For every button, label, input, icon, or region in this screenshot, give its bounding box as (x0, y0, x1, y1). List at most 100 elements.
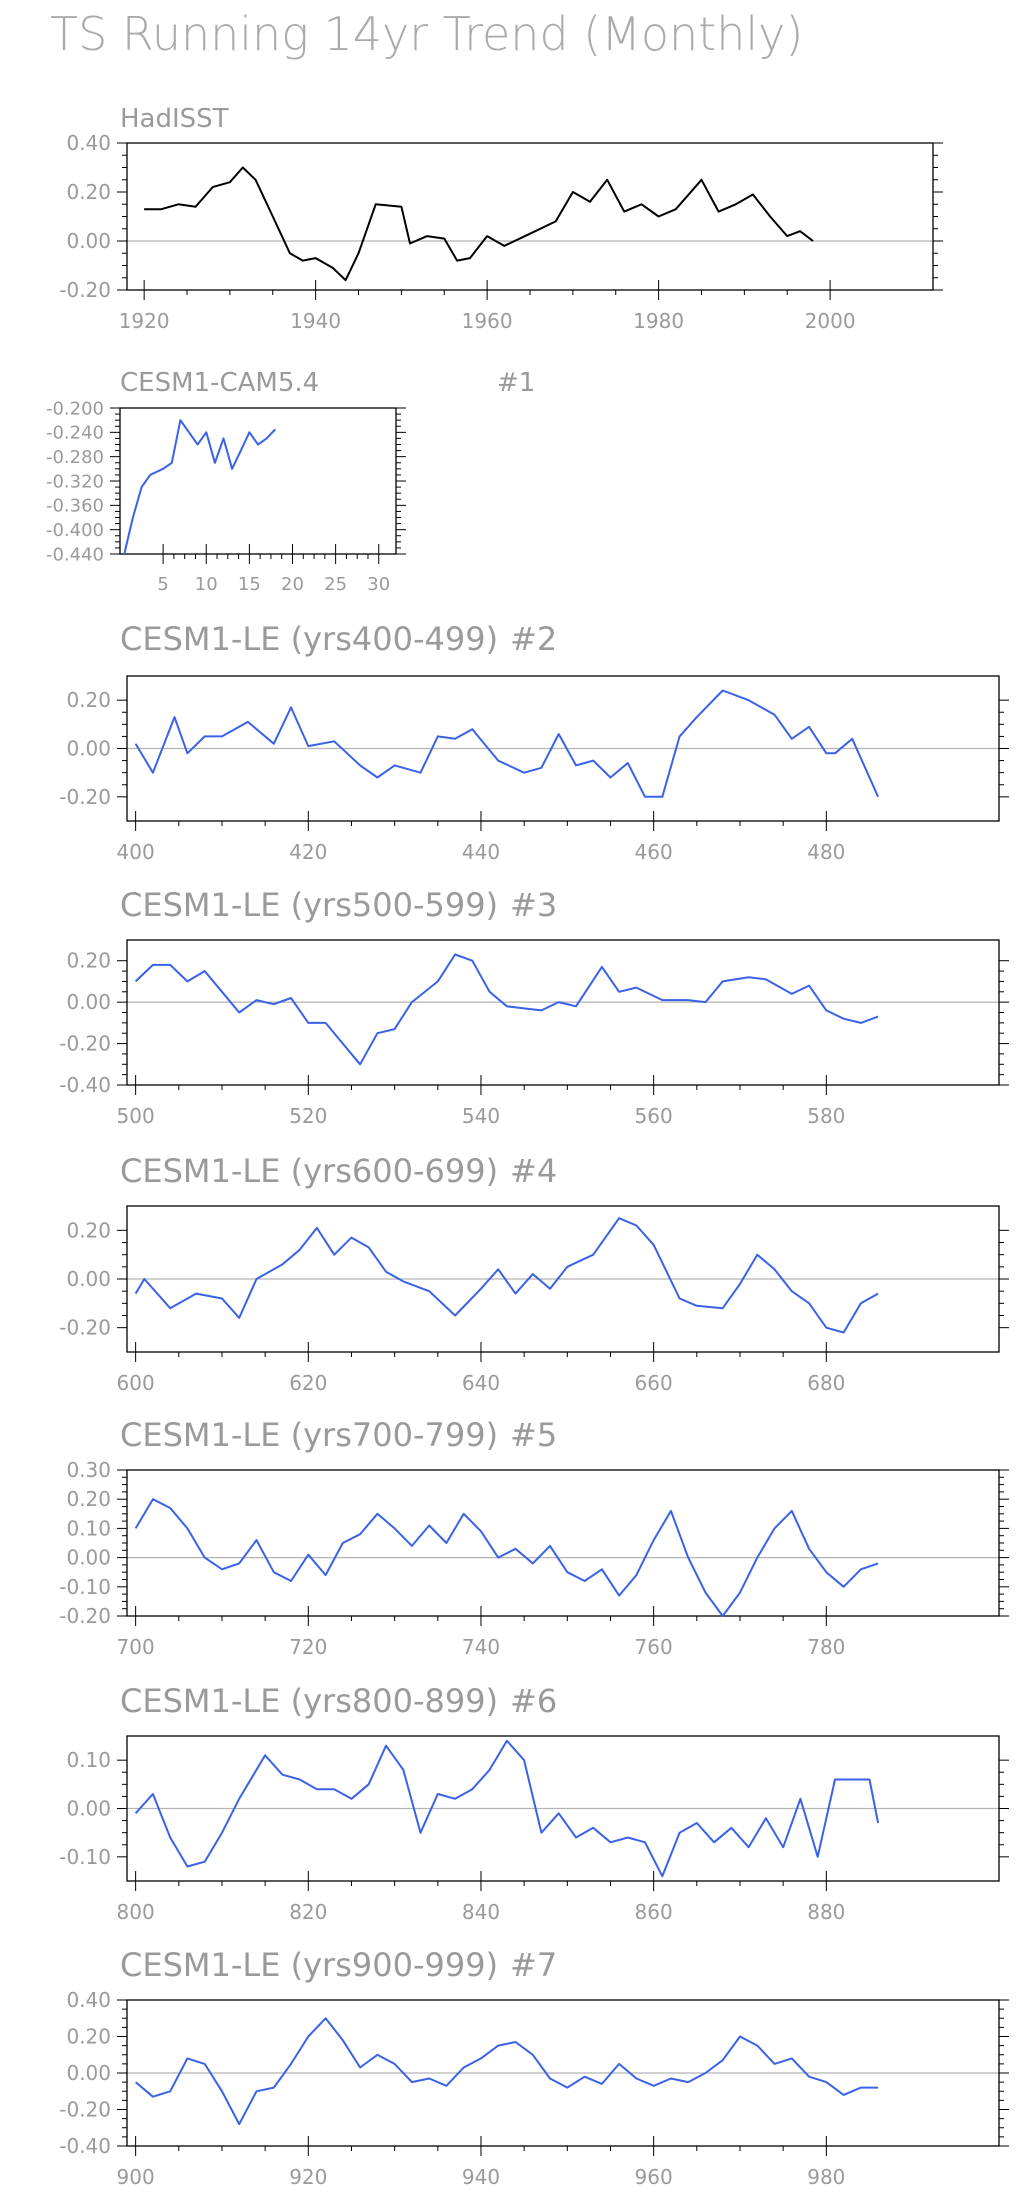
panels: HadISST 1920 1940 1960 1980 2000 -0.20 0.00 0.20… (46, 104, 1009, 2189)
y-tick-label: 0.00 (66, 229, 111, 253)
y-tick-label: 0.00 (66, 990, 111, 1014)
y-tick-label: 0.00 (66, 2061, 111, 2085)
x-tick-label: 740 (462, 1635, 500, 1659)
y-tick-label: -0.360 (46, 496, 104, 517)
y-tick-label: -0.20 (59, 2098, 111, 2122)
x-tick-label: 2000 (805, 309, 856, 333)
x-tick-label: 920 (289, 2165, 327, 2189)
series-line (134, 1217, 879, 1334)
x-tick-label: 520 (289, 1104, 327, 1128)
panel-tag: #1 (497, 368, 535, 398)
chart-panel-3: CESM1-LE (yrs400-499) #2 400 420 440 460 480 -0… (59, 620, 1009, 864)
chart-panel-4: CESM1-LE (yrs500-599) #3 500 520 540 560 580 -0… (59, 886, 1009, 1128)
y-tick-label: 0.20 (66, 1218, 111, 1242)
y-tick-label: -0.40 (59, 1073, 111, 1097)
panel-tag: #3 (510, 886, 557, 924)
panel-title: HadISST (120, 104, 229, 134)
chart-panel-6: CESM1-LE (yrs700-799) #5 700 720 740 760 780 -0… (59, 1416, 1009, 1659)
x-tick-label: 980 (807, 2165, 845, 2189)
series-line (134, 1498, 879, 1617)
x-tick-label: 660 (635, 1371, 673, 1395)
plot-frame (126, 142, 934, 291)
x-tick-label: 840 (462, 1900, 500, 1924)
x-tick-label: 15 (238, 574, 261, 595)
y-tick-label: -0.320 (46, 471, 104, 492)
y-tick-label: -0.200 (46, 398, 104, 419)
x-tick-label: 780 (807, 1635, 845, 1659)
y-tick-label: 0.00 (66, 1267, 111, 1291)
series-line (144, 166, 814, 282)
x-tick-label: 800 (117, 1900, 155, 1924)
x-tick-label: 1960 (462, 309, 513, 333)
y-tick-label: -0.440 (46, 544, 104, 565)
y-tick-label: 0.20 (66, 949, 111, 973)
series-line (123, 419, 277, 555)
y-tick-label: -0.280 (46, 447, 104, 468)
x-tick-label: 860 (635, 1900, 673, 1924)
chart-panel-7: CESM1-LE (yrs800-899) #6 800 820 840 860 880 -0… (59, 1682, 1009, 1924)
y-tick-label: 0.00 (66, 1797, 111, 1821)
x-tick-label: 580 (807, 1104, 845, 1128)
x-tick-label: 820 (289, 1900, 327, 1924)
plot-frame (119, 407, 397, 555)
chart-panel-1: HadISST 1920 1940 1960 1980 2000 -0.20 0.00 0.20… (59, 104, 943, 333)
x-tick-label: 540 (462, 1104, 500, 1128)
y-tick-label: 0.20 (66, 1487, 111, 1511)
x-tick-label: 1980 (633, 309, 684, 333)
y-tick-label: 0.30 (66, 1458, 111, 1482)
x-tick-label: 1920 (119, 309, 170, 333)
x-tick-label: 900 (117, 2165, 155, 2189)
y-tick-label: -0.20 (59, 1316, 111, 1340)
x-tick-label: 560 (635, 1104, 673, 1128)
y-tick-label: 0.20 (66, 688, 111, 712)
x-tick-label: 500 (117, 1104, 155, 1128)
panel-title-label: CESM1-LE (yrs700-799) (120, 1416, 498, 1454)
x-tick-label: 1940 (290, 309, 341, 333)
plot-frame (126, 939, 1000, 1086)
panel-title: CESM1-LE (yrs800-899) #6 (120, 1682, 557, 1720)
x-tick-label: 760 (635, 1635, 673, 1659)
x-tick-label: 20 (281, 574, 304, 595)
panel-title-label: CESM1-LE (yrs600-699) (120, 1152, 498, 1190)
x-tick-label: 700 (117, 1635, 155, 1659)
y-tick-label: -0.10 (59, 1575, 111, 1599)
series-line (134, 1739, 880, 1878)
y-tick-label: -0.20 (59, 278, 111, 302)
y-tick-label: 0.00 (66, 1546, 111, 1570)
y-tick-label: 0.10 (66, 1516, 111, 1540)
panel-title: CESM1-LE (yrs700-799) #5 (120, 1416, 557, 1454)
panel-title: CESM1-CAM5.4 (120, 368, 319, 398)
y-tick-label: 0.20 (66, 180, 111, 204)
x-tick-label: 940 (462, 2165, 500, 2189)
x-tick-label: 600 (117, 1371, 155, 1395)
x-tick-label: 30 (367, 574, 390, 595)
y-tick-label: 0.20 (66, 2025, 111, 2049)
x-tick-label: 440 (462, 840, 500, 864)
panel-title-label: CESM1-LE (yrs900-999) (120, 1946, 498, 1984)
series-line (134, 953, 879, 1066)
x-tick-label: 10 (195, 574, 218, 595)
series-line (134, 689, 880, 798)
chart-panel-5: CESM1-LE (yrs600-699) #4 600 620 640 660 680 -0… (59, 1152, 1009, 1395)
panel-title-label: CESM1-LE (yrs500-599) (120, 886, 498, 924)
x-tick-label: 960 (635, 2165, 673, 2189)
y-tick-label: 0.10 (66, 1748, 111, 1772)
chart-panel-2: CESM1-CAM5.4 #1 5 10 15 20 25 30 -0.440 -0.400 -0.… (46, 368, 535, 595)
y-tick-label: -0.400 (46, 520, 104, 541)
panel-tag: #2 (510, 620, 557, 658)
y-tick-label: 0.40 (66, 131, 111, 155)
panel-tag: #7 (510, 1946, 557, 1984)
x-tick-label: 400 (117, 840, 155, 864)
x-tick-label: 640 (462, 1371, 500, 1395)
page-title: TS Running 14yr Trend (Monthly) (50, 7, 803, 61)
panel-title: CESM1-LE (yrs500-599) #3 (120, 886, 557, 924)
y-tick-label: -0.10 (59, 1845, 111, 1869)
panel-title-label: CESM1-LE (yrs400-499) (120, 620, 498, 658)
x-tick-label: 480 (807, 840, 845, 864)
x-tick-label: 620 (289, 1371, 327, 1395)
y-tick-label: -0.240 (46, 423, 104, 444)
chart-panel-8: CESM1-LE (yrs900-999) #7 900 920 940 960 980 -0… (59, 1946, 1009, 2189)
panel-title: CESM1-LE (yrs900-999) #7 (120, 1946, 557, 1984)
series-line (134, 2017, 879, 2126)
